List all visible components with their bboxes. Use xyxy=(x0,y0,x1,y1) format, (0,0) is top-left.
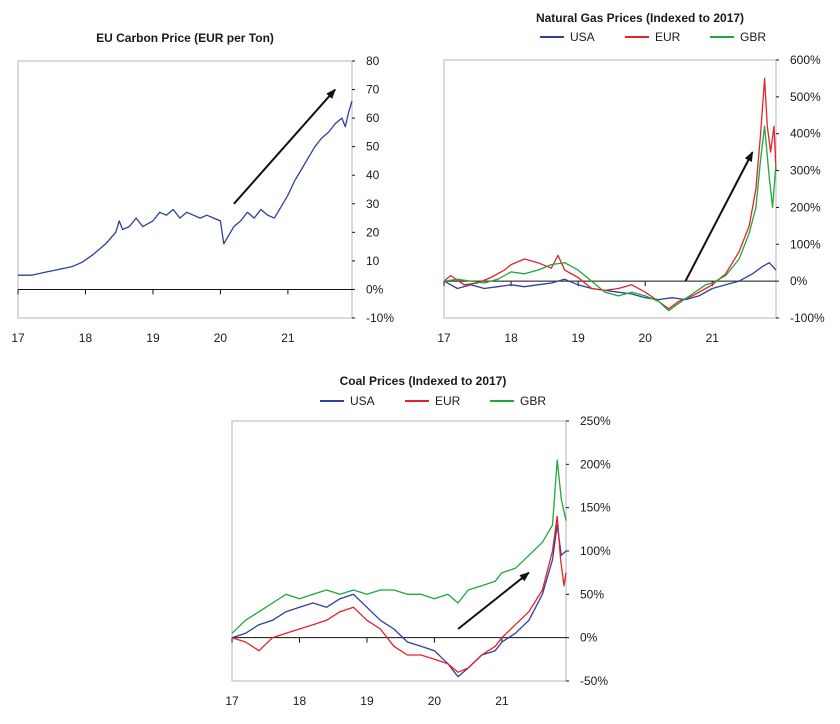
legend-label-eur: EUR xyxy=(435,394,461,408)
trend-arrow xyxy=(233,88,336,205)
x-tick-label: 20 xyxy=(639,331,653,345)
x-tick-label: 17 xyxy=(11,331,25,345)
x-tick-label: 18 xyxy=(504,331,518,345)
y-tick-label: 30 xyxy=(366,197,380,211)
y-tick-label: 0% xyxy=(790,274,808,288)
chart-title: EU Carbon Price (EUR per Ton) xyxy=(96,31,274,45)
series-line-gbr xyxy=(443,125,777,312)
chart-title: Natural Gas Prices (Indexed to 2017) xyxy=(536,11,744,25)
y-tick-label: 80 xyxy=(366,54,380,68)
y-tick-label: 10 xyxy=(366,254,380,268)
y-tick-label: 500% xyxy=(790,90,821,104)
legend-label-eur: EUR xyxy=(655,30,681,44)
chart-carbon: EU Carbon Price (EUR per Ton) -10% 0% 10 20 3… xyxy=(11,31,394,345)
chart-coal: Coal Prices (Indexed to 2017) -50% 0% 50% 10… xyxy=(225,374,611,708)
series-line-usa xyxy=(231,524,567,678)
y-tick-label: 600% xyxy=(790,53,821,67)
y-tick-label: 100% xyxy=(580,544,611,558)
y-tick-label: 400% xyxy=(790,127,821,141)
y-tick-label: 50% xyxy=(580,587,604,601)
y-tick-label: 20 xyxy=(366,225,380,239)
y-tick-label: 40 xyxy=(366,168,380,182)
y-tick-label: 70 xyxy=(366,83,380,97)
x-tick-label: 21 xyxy=(281,331,295,345)
x-tick-label: 19 xyxy=(146,331,160,345)
plot-frame xyxy=(443,59,777,319)
trend-arrow xyxy=(457,571,530,630)
y-tick-label: -100% xyxy=(790,311,825,325)
y-tick-label: 0% xyxy=(580,631,598,645)
legend-label-usa: USA xyxy=(350,394,375,408)
series-line-gbr xyxy=(231,459,567,634)
x-tick-label: 20 xyxy=(428,694,442,708)
y-tick-label: 300% xyxy=(790,164,821,178)
legend-label-usa: USA xyxy=(570,30,595,44)
y-tick-label: -10% xyxy=(366,311,394,325)
x-tick-label: 20 xyxy=(214,331,228,345)
y-tick-label: 60 xyxy=(366,111,380,125)
x-tick-label: 19 xyxy=(571,331,585,345)
y-tick-label: 100% xyxy=(790,237,821,251)
x-tick-label: 19 xyxy=(360,694,374,708)
series-line-eu-carbon xyxy=(18,100,353,276)
x-tick-label: 18 xyxy=(79,331,93,345)
chart-gas: Natural Gas Prices (Indexed to 2017) -100… xyxy=(437,11,825,345)
y-tick-label: 200% xyxy=(790,200,821,214)
y-tick-label: 250% xyxy=(580,414,611,428)
y-tick-label: 0% xyxy=(366,282,384,296)
plot-frame xyxy=(231,420,567,682)
y-tick-label: 50 xyxy=(366,140,380,154)
legend-label-gbr: GBR xyxy=(740,30,766,44)
plot-frame xyxy=(17,60,353,319)
series-line-eur xyxy=(443,77,777,310)
x-tick-label: 17 xyxy=(437,331,451,345)
series-line-eur xyxy=(231,515,567,673)
x-tick-label: 21 xyxy=(706,331,720,345)
x-tick-label: 17 xyxy=(225,694,239,708)
trend-arrow xyxy=(684,151,754,282)
x-tick-label: 18 xyxy=(293,694,307,708)
chart-title: Coal Prices (Indexed to 2017) xyxy=(340,374,507,388)
x-tick-label: 21 xyxy=(495,694,509,708)
y-tick-label: -50% xyxy=(580,674,608,688)
y-tick-label: 150% xyxy=(580,501,611,515)
legend-label-gbr: GBR xyxy=(520,394,546,408)
y-tick-label: 200% xyxy=(580,457,611,471)
series-line-usa xyxy=(443,262,777,301)
